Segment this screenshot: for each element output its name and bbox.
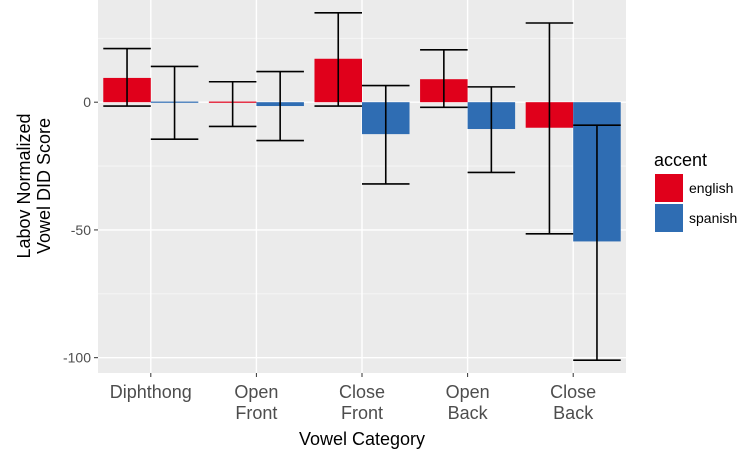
x-tick-label: Close	[339, 382, 385, 402]
legend-label: spanish	[689, 210, 737, 226]
y-axis-ticks: -100 -50 0	[63, 94, 98, 366]
y-axis-title: Labov Normalized Vowel DID Score	[14, 113, 54, 258]
legend-entries: english spanish	[655, 174, 737, 232]
error-bar-english	[314, 11, 362, 107]
error-bar-english	[208, 80, 257, 128]
x-tick-label: Back	[448, 403, 489, 423]
x-tick-label: Close	[550, 382, 596, 402]
legend-key-spanish	[655, 204, 683, 232]
legend: accent english spanish	[654, 150, 737, 232]
x-tick-label: Back	[553, 403, 594, 423]
legend-label: english	[689, 180, 733, 196]
error-bar-english	[103, 47, 151, 107]
legend-title: accent	[654, 150, 707, 170]
x-axis-ticks: Diphthong OpenFrontCloseFrontOpenBackClos…	[110, 373, 596, 423]
error-bar-spanish	[256, 70, 304, 142]
y-tick-label: 0	[83, 94, 91, 110]
x-tick-label: Front	[235, 403, 277, 423]
y-tick-label: -50	[71, 222, 91, 238]
x-tick-label: Open	[234, 382, 278, 402]
legend-key-english	[655, 174, 683, 202]
error-bars	[103, 11, 621, 362]
y-tick-label: -100	[63, 350, 91, 366]
error-bar-english	[420, 49, 468, 109]
x-tick-label: Open	[446, 382, 490, 402]
error-bar-spanish	[150, 65, 199, 141]
error-bar-spanish	[362, 84, 410, 185]
x-tick-label: Diphthong	[110, 382, 192, 402]
y-axis-title-line-1: Labov Normalized	[14, 113, 34, 258]
y-axis-title-line-2: Vowel DID Score	[34, 118, 54, 254]
error-bar-spanish	[467, 86, 516, 174]
error-bar-english	[525, 22, 574, 235]
error-bar-spanish	[573, 124, 621, 362]
x-axis-title: Vowel Category	[299, 429, 425, 449]
x-tick-label: Front	[341, 403, 383, 423]
